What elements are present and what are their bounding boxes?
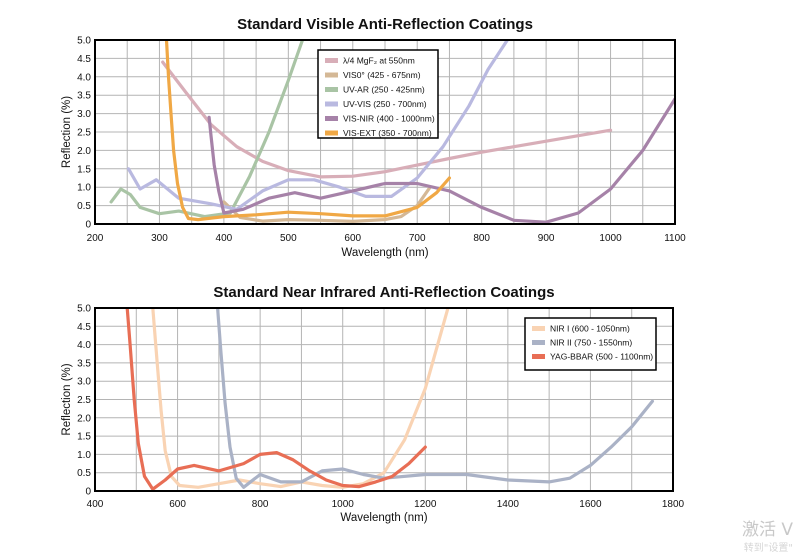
y-tick-label: 5.0 xyxy=(77,36,91,47)
watermark-text: 激活 V xyxy=(741,520,793,540)
y-tick-label: 0 xyxy=(85,220,91,231)
legend-swatch-vis0-425-675nm xyxy=(325,72,338,78)
legend-swatch-nir-ii-750-1550nm xyxy=(532,340,545,345)
legend-box xyxy=(317,49,439,139)
y-tick-label: 2.0 xyxy=(77,413,91,424)
x-axis-title: Wavelength (nm) xyxy=(340,512,427,524)
legend: λ/4 MgF₂ at 550nm VIS0° (425 - 675nm) UV-A… xyxy=(317,49,439,139)
y-tick-label: 2.5 xyxy=(77,128,91,139)
y-tick-label: 1.5 xyxy=(77,164,91,175)
series-line-nir-i-600-1050nm xyxy=(151,308,450,489)
legend-label-nir-ii-750-1550nm: NIR II (750 - 1550nm) xyxy=(550,338,632,348)
y-tick-label: 0 xyxy=(85,487,91,498)
y-axis-title: Reflection (%) xyxy=(61,96,73,168)
y-tick-label: 1.5 xyxy=(77,432,91,443)
y-tick-label: 2.5 xyxy=(77,395,91,406)
legend-swatch-uv-vis-250-700nm xyxy=(325,101,338,107)
y-tick-label: 4.0 xyxy=(77,72,91,83)
legend-swatch-vis-nir-400-1000nm xyxy=(325,116,338,121)
plot-frame xyxy=(94,39,676,225)
plot-frame xyxy=(94,307,674,492)
legend-label-vis0-425-675nm: VIS0° (425 - 675nm) xyxy=(343,70,421,80)
legend-swatch-yag-bbar-500-1100nm xyxy=(532,354,545,359)
series-line-uv-ar-250-425nm xyxy=(109,40,305,219)
x-tick-label: 300 xyxy=(151,233,168,244)
y-tick-label: 0.5 xyxy=(77,468,91,479)
y-tick-label: 3.5 xyxy=(77,358,91,369)
series-line-yag-bbar-500-1100nm xyxy=(125,308,427,491)
x-tick-label: 800 xyxy=(252,499,269,510)
legend-swatch-nir-i-600-1050nm xyxy=(532,326,545,331)
x-tick-label: 1400 xyxy=(497,499,520,510)
y-axis-title: Reflection (%) xyxy=(61,363,73,435)
y-tick-label: 5.0 xyxy=(77,304,91,315)
legend-label-vis-ext-350-700nm: VIS-EXT (350 - 700nm) xyxy=(343,128,432,138)
legend-label-4-mgf-at-550nm: λ/4 MgF₂ at 550nm xyxy=(343,56,415,66)
x-axis-title: Wavelength (nm) xyxy=(341,247,428,259)
series-line-vis-nir-400-1000nm xyxy=(207,97,675,224)
legend-label-vis-nir-400-1000nm: VIS-NIR (400 - 1000nm) xyxy=(343,114,435,124)
x-tick-label: 1000 xyxy=(332,499,355,510)
series-line-uv-vis-250-700nm xyxy=(126,40,509,211)
y-tick-label: 2.0 xyxy=(77,146,91,157)
x-tick-label: 1100 xyxy=(664,233,686,244)
chart-title: Standard Visible Anti-Reflection Coating… xyxy=(237,16,533,33)
y-tick-label: 3.0 xyxy=(77,109,91,120)
series-line-4-mgf-at-550nm xyxy=(161,60,613,179)
chart-visible-ar: Standard Visible Anti-Reflection Coating… xyxy=(61,16,686,259)
chart-title: Standard Near Infrared Anti-Reflection C… xyxy=(213,284,554,301)
x-tick-label: 400 xyxy=(87,499,104,510)
y-tick-label: 1.0 xyxy=(77,450,91,461)
legend-box xyxy=(524,317,657,371)
x-tick-label: 900 xyxy=(538,233,555,244)
y-tick-label: 3.5 xyxy=(77,91,91,102)
y-tick-label: 4.5 xyxy=(77,322,91,333)
x-tick-label: 200 xyxy=(87,233,104,244)
x-tick-label: 700 xyxy=(409,233,426,244)
x-tick-label: 800 xyxy=(473,233,490,244)
legend-label-uv-ar-250-425nm: UV-AR (250 - 425nm) xyxy=(343,85,425,95)
x-tick-label: 1200 xyxy=(414,499,437,510)
series-line-vis-ext-350-700nm xyxy=(164,40,451,222)
x-tick-label: 1800 xyxy=(662,499,685,510)
legend-swatch-vis-ext-350-700nm xyxy=(325,130,338,136)
legend-label-nir-i-600-1050nm: NIR I (600 - 1050nm) xyxy=(550,324,630,334)
watermark-subtext: 转到"设置" xyxy=(743,543,793,554)
y-tick-label: 0.5 xyxy=(77,201,91,212)
x-tick-label: 1600 xyxy=(579,499,602,510)
y-tick-label: 4.0 xyxy=(77,340,91,351)
y-tick-label: 4.5 xyxy=(77,54,91,65)
legend: NIR I (600 - 1050nm) NIR II (750 - 1550nm… xyxy=(524,317,657,371)
x-tick-label: 1000 xyxy=(599,233,622,244)
x-tick-label: 400 xyxy=(216,233,233,244)
x-tick-label: 600 xyxy=(169,499,186,510)
legend-swatch-4-mgf-at-550nm xyxy=(325,58,338,63)
series-line-nir-ii-750-1550nm xyxy=(216,308,654,489)
legend-swatch-uv-ar-250-425nm xyxy=(325,87,338,92)
x-tick-label: 500 xyxy=(280,233,297,244)
legend-label-yag-bbar-500-1100nm: YAG-BBAR (500 - 1100nm) xyxy=(550,352,653,362)
legend-label-uv-vis-250-700nm: UV-VIS (250 - 700nm) xyxy=(343,99,427,109)
x-tick-label: 600 xyxy=(344,233,361,244)
y-tick-label: 3.0 xyxy=(77,377,91,388)
chart-nir-ar: Standard Near Infrared Anti-Reflection C… xyxy=(61,284,685,524)
y-tick-label: 1.0 xyxy=(77,183,91,194)
